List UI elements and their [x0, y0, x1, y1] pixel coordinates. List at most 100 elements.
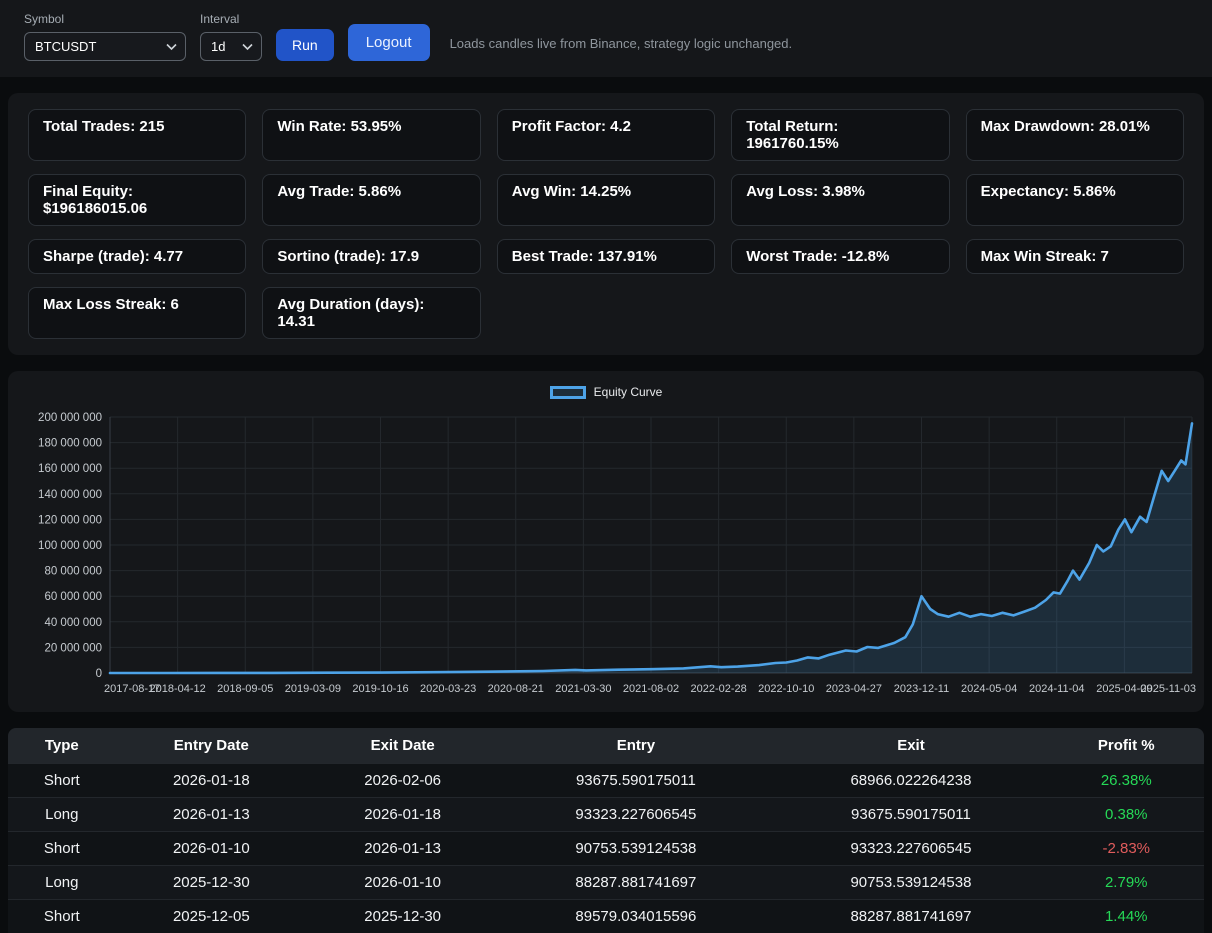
stat-card: Max Win Streak: 7 — [966, 239, 1184, 274]
cell-exit-date: 2026-01-10 — [307, 866, 498, 900]
cell-entry-price: 89579.034015596 — [498, 900, 773, 933]
cell-entry-price: 93675.590175011 — [498, 764, 773, 798]
legend-swatch — [550, 386, 586, 399]
x-tick-label: 2023-12-11 — [894, 683, 949, 695]
x-tick-label: 2022-02-28 — [690, 683, 746, 695]
column-header: Entry — [498, 728, 773, 764]
x-tick-label: 2018-09-05 — [217, 683, 273, 695]
y-tick-label: 0 — [96, 668, 102, 680]
table-row: Short2025-12-052025-12-3089579.034015596… — [8, 900, 1204, 933]
run-button[interactable]: Run — [276, 29, 334, 61]
equity-curve-chart: 020 000 00040 000 00060 000 00080 000 00… — [16, 403, 1204, 699]
cell-entry-price: 93323.227606545 — [498, 798, 773, 832]
interval-select-wrap: 1d — [200, 32, 262, 61]
topbar-note: Loads candles live from Binance, strateg… — [450, 36, 793, 51]
cell-entry-price: 88287.881741697 — [498, 866, 773, 900]
x-tick-label: 2023-04-27 — [826, 683, 882, 695]
cell-exit-date: 2025-12-30 — [307, 900, 498, 933]
cell-exit-price: 88287.881741697 — [773, 900, 1048, 933]
stat-card: Win Rate: 53.95% — [262, 109, 480, 161]
cell-exit-price: 93323.227606545 — [773, 832, 1048, 866]
legend-label: Equity Curve — [594, 385, 663, 399]
x-tick-label: 2024-11-04 — [1029, 683, 1084, 695]
symbol-select[interactable]: BTCUSDT — [24, 32, 186, 61]
column-header: Exit — [773, 728, 1048, 764]
table-body: Short2026-01-182026-02-0693675.590175011… — [8, 764, 1204, 933]
y-tick-label: 140 000 000 — [38, 489, 102, 501]
cell-entry-date: 2025-12-30 — [116, 866, 307, 900]
stat-card: Best Trade: 137.91% — [497, 239, 715, 274]
x-tick-label: 2019-10-16 — [352, 683, 408, 695]
x-tick-label: 2018-04-12 — [149, 683, 205, 695]
cell-entry-price: 90753.539124538 — [498, 832, 773, 866]
x-tick-label: 2020-08-21 — [488, 683, 544, 695]
cell-entry-date: 2026-01-18 — [116, 764, 307, 798]
y-tick-label: 200 000 000 — [38, 412, 102, 424]
y-tick-label: 160 000 000 — [38, 463, 102, 475]
x-tick-label: 2022-10-10 — [758, 683, 814, 695]
stat-card: Sortino (trade): 17.9 — [262, 239, 480, 274]
column-header: Entry Date — [116, 728, 307, 764]
x-tick-label: 2019-03-09 — [285, 683, 341, 695]
chart-legend[interactable]: Equity Curve — [16, 385, 1196, 399]
y-tick-label: 60 000 000 — [44, 591, 102, 603]
stat-card: Profit Factor: 4.2 — [497, 109, 715, 161]
cell-exit-price: 90753.539124538 — [773, 866, 1048, 900]
interval-select[interactable]: 1d — [200, 32, 262, 61]
table-row: Short2026-01-182026-02-0693675.590175011… — [8, 764, 1204, 798]
table-header-row: TypeEntry DateExit DateEntryExitProfit % — [8, 728, 1204, 764]
column-header: Exit Date — [307, 728, 498, 764]
cell-exit-date: 2026-01-13 — [307, 832, 498, 866]
cell-profit-pct: 0.38% — [1049, 798, 1205, 832]
stat-card: Avg Trade: 5.86% — [262, 174, 480, 226]
cell-exit-date: 2026-01-18 — [307, 798, 498, 832]
table-row: Short2026-01-102026-01-1390753.539124538… — [8, 832, 1204, 866]
table-row: Long2025-12-302026-01-1088287.8817416979… — [8, 866, 1204, 900]
cell-type: Long — [8, 798, 116, 832]
cell-entry-date: 2025-12-05 — [116, 900, 307, 933]
cell-profit-pct: -2.83% — [1049, 832, 1205, 866]
table-row: Long2026-01-132026-01-1893323.2276065459… — [8, 798, 1204, 832]
cell-exit-price: 93675.590175011 — [773, 798, 1048, 832]
stat-card: Max Drawdown: 28.01% — [966, 109, 1184, 161]
cell-type: Short — [8, 900, 116, 933]
column-header: Profit % — [1049, 728, 1205, 764]
cell-type: Long — [8, 866, 116, 900]
cell-profit-pct: 2.79% — [1049, 866, 1205, 900]
x-tick-label: 2025-11-03 — [1141, 683, 1196, 695]
y-tick-label: 40 000 000 — [44, 617, 102, 629]
stat-card: Final Equity: $196186015.06 — [28, 174, 246, 226]
chart-panel: Equity Curve 020 000 00040 000 00060 000… — [8, 371, 1204, 712]
stat-card: Max Loss Streak: 6 — [28, 287, 246, 339]
cell-entry-date: 2026-01-13 — [116, 798, 307, 832]
stat-card: Sharpe (trade): 4.77 — [28, 239, 246, 274]
y-tick-label: 180 000 000 — [38, 438, 102, 450]
stat-card: Expectancy: 5.86% — [966, 174, 1184, 226]
y-tick-label: 80 000 000 — [44, 566, 102, 578]
logout-button[interactable]: Logout — [348, 24, 430, 61]
stat-card: Total Return: 1961760.15% — [731, 109, 949, 161]
cell-type: Short — [8, 764, 116, 798]
symbol-select-wrap: BTCUSDT — [24, 32, 186, 61]
y-tick-label: 100 000 000 — [38, 540, 102, 552]
column-header: Type — [8, 728, 116, 764]
cell-entry-date: 2026-01-10 — [116, 832, 307, 866]
x-tick-label: 2021-03-30 — [555, 683, 611, 695]
trades-table-panel: TypeEntry DateExit DateEntryExitProfit %… — [8, 728, 1204, 933]
cell-exit-date: 2026-02-06 — [307, 764, 498, 798]
cell-exit-price: 68966.022264238 — [773, 764, 1048, 798]
interval-group: Interval 1d — [200, 12, 262, 61]
x-tick-label: 2021-08-02 — [623, 683, 679, 695]
stats-panel: Total Trades: 215 Win Rate: 53.95% Profit … — [8, 93, 1204, 355]
symbol-label: Symbol — [24, 12, 186, 26]
stat-card: Avg Loss: 3.98% — [731, 174, 949, 226]
x-tick-label: 2020-03-23 — [420, 683, 476, 695]
stat-card: Total Trades: 215 — [28, 109, 246, 161]
stats-grid: Total Trades: 215 Win Rate: 53.95% Profit … — [8, 93, 1204, 355]
stat-card: Avg Duration (days): 14.31 — [262, 287, 480, 339]
cell-type: Short — [8, 832, 116, 866]
x-tick-label: 2024-05-04 — [961, 683, 1017, 695]
stat-card: Avg Win: 14.25% — [497, 174, 715, 226]
topbar: Symbol BTCUSDT Interval 1d Run Logout Lo… — [0, 0, 1212, 77]
stat-card: Worst Trade: -12.8% — [731, 239, 949, 274]
